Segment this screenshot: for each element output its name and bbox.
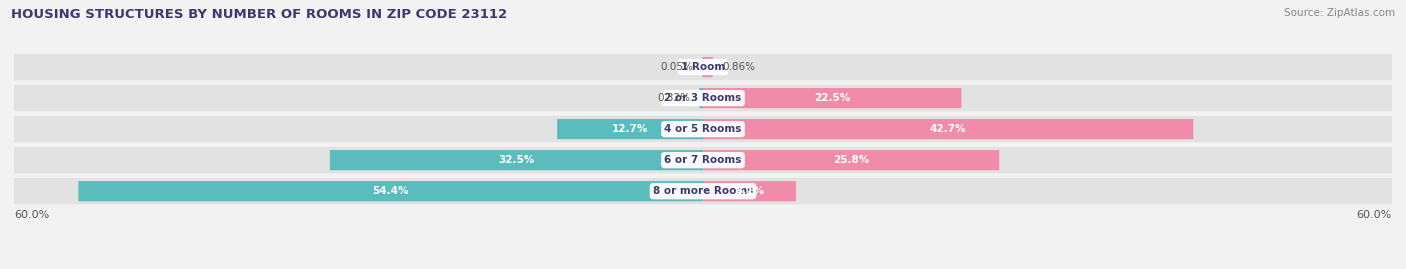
Text: 60.0%: 60.0% [14,210,49,220]
FancyBboxPatch shape [703,57,713,77]
Text: 0.05%: 0.05% [661,62,693,72]
FancyBboxPatch shape [79,181,703,201]
FancyBboxPatch shape [14,178,1392,204]
FancyBboxPatch shape [703,150,1000,170]
Text: 42.7%: 42.7% [929,124,966,134]
Text: 6 or 7 Rooms: 6 or 7 Rooms [664,155,742,165]
FancyBboxPatch shape [699,88,703,108]
Text: Source: ZipAtlas.com: Source: ZipAtlas.com [1284,8,1395,18]
FancyBboxPatch shape [330,150,703,170]
FancyBboxPatch shape [703,88,962,108]
Text: HOUSING STRUCTURES BY NUMBER OF ROOMS IN ZIP CODE 23112: HOUSING STRUCTURES BY NUMBER OF ROOMS IN… [11,8,508,21]
FancyBboxPatch shape [14,85,1392,111]
Text: 22.5%: 22.5% [814,93,851,103]
Text: 8 or more Rooms: 8 or more Rooms [652,186,754,196]
Text: 1 Room: 1 Room [681,62,725,72]
Text: 54.4%: 54.4% [373,186,409,196]
Legend: Owner-occupied, Renter-occupied: Owner-occupied, Renter-occupied [574,266,832,269]
FancyBboxPatch shape [557,119,703,139]
FancyBboxPatch shape [14,147,1392,173]
Text: 60.0%: 60.0% [1357,210,1392,220]
FancyBboxPatch shape [14,116,1392,142]
FancyBboxPatch shape [703,119,1194,139]
Text: 2 or 3 Rooms: 2 or 3 Rooms [665,93,741,103]
FancyBboxPatch shape [14,54,1392,80]
Text: 4 or 5 Rooms: 4 or 5 Rooms [664,124,742,134]
FancyBboxPatch shape [703,181,796,201]
Text: 0.86%: 0.86% [723,62,755,72]
Text: 32.5%: 32.5% [498,155,534,165]
Text: 0.32%: 0.32% [657,93,690,103]
Text: 8.1%: 8.1% [735,186,763,196]
Text: 12.7%: 12.7% [612,124,648,134]
Text: 25.8%: 25.8% [832,155,869,165]
